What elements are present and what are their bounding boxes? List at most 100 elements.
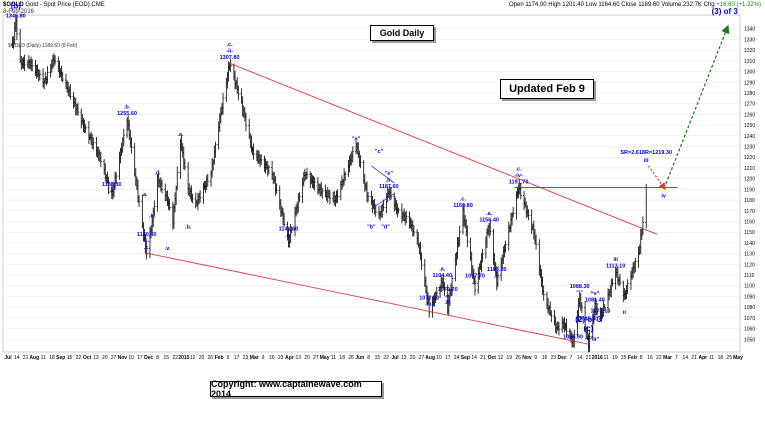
y-tick-label: 1190 — [744, 187, 755, 193]
wave-label: (3) of 3 — [712, 7, 739, 16]
updated-note: Updated Feb 9 — [500, 79, 594, 99]
x-tick-label: 22 — [76, 355, 82, 361]
x-tick-label: 10 — [128, 355, 134, 361]
x-tick-label: Feb — [215, 355, 224, 361]
x-tick-label: 20 — [199, 355, 205, 361]
wave-label: .b. — [185, 224, 192, 230]
wave-label: -iv- — [514, 173, 522, 179]
open-value: 1174.00 — [525, 2, 547, 8]
x-tick-label: 11 — [331, 355, 336, 361]
x-tick-label: Nov — [522, 355, 532, 361]
wave-label: .b. — [124, 105, 131, 111]
x-tick-label: 17 — [137, 355, 143, 361]
wave-label: -v- — [585, 336, 592, 342]
wave-label: 1255.60 — [117, 111, 137, 117]
x-tick-label: 8 — [156, 355, 159, 361]
x-tick-label: 26 — [348, 355, 354, 361]
x-tick-label: 18 — [49, 355, 55, 361]
y-tick-label: 1150 — [744, 230, 755, 236]
wave-label: iii — [644, 158, 649, 164]
x-tick-label: 7 — [570, 355, 573, 361]
x-tick-label: 11 — [709, 355, 714, 361]
x-tick-label: 13 — [401, 355, 407, 361]
wave-label: .b. — [386, 177, 393, 183]
wave-label: "e" — [385, 171, 394, 177]
wave-label: 1079.20 — [438, 287, 458, 293]
wave-label: ^v^ — [590, 291, 600, 297]
y-tick-label: 1260 — [744, 112, 755, 118]
close-value: 1189.60 — [638, 2, 660, 8]
wedge-line-b — [371, 193, 395, 209]
x-tick-label: 2015 — [178, 355, 189, 361]
wave-label: 1113.10 — [606, 264, 625, 270]
wave-label: ii — [623, 310, 627, 316]
x-tick-label: 9 — [534, 355, 537, 361]
x-tick-label: Dec — [558, 355, 567, 361]
wave-label: 1071.10 — [590, 309, 610, 315]
x-tick-label: 2016 — [592, 355, 603, 361]
low-label: Low — [585, 2, 597, 8]
y-tick-label: 1290 — [744, 80, 755, 86]
wave-label: .b. — [494, 274, 501, 280]
wave-label: -iii- — [425, 302, 433, 308]
x-tick-label: 13 — [93, 355, 99, 361]
x-tick-label: 22 — [383, 355, 389, 361]
y-tick-label: 1320 — [744, 48, 755, 54]
x-tick-label: 14 — [682, 355, 688, 361]
wave-label: .a. — [285, 233, 292, 239]
wave-label: .c. — [155, 171, 162, 177]
wedge-line-c — [371, 165, 395, 184]
y-tick-label: 1250 — [744, 123, 755, 129]
wave-label: 1183.30 — [102, 182, 122, 188]
wave-label: 1187.60 — [379, 184, 399, 190]
wave-label: (2) of 3 — [575, 315, 602, 324]
x-tick-label: 17 — [234, 355, 240, 361]
x-tick-label: Jul — [4, 355, 12, 361]
symbol-line: $GOLD Gold - Spot Price (EOD) CME — [3, 2, 105, 8]
x-tick-label: 18 — [339, 355, 345, 361]
wave-label: SR=2.618R=1219.30 — [620, 150, 672, 156]
wave-label: 1141.60 — [279, 227, 299, 233]
x-tick-label: 17 — [445, 355, 451, 361]
x-tick-label: 11 — [41, 355, 46, 361]
x-tick-label: Sep — [56, 355, 65, 361]
high-label: High — [548, 2, 561, 8]
x-tick-label: 21 — [480, 355, 486, 361]
x-tick-label: Mar — [250, 355, 259, 361]
wave-label: 1104.40 — [432, 273, 452, 279]
x-tick-label: 14 — [471, 355, 477, 361]
y-tick-label: 1300 — [744, 70, 755, 76]
y-tick-label: 1180 — [744, 198, 755, 204]
x-tick-label: 21 — [23, 355, 29, 361]
chg-label: Chg — [703, 2, 715, 8]
wave-label: .a. — [177, 132, 184, 138]
x-tick-label: 24 — [454, 355, 460, 361]
y-tick-label: 1050 — [744, 337, 755, 343]
x-tick-label: 13 — [295, 355, 301, 361]
wave-label: 1156.40 — [479, 217, 499, 223]
wave-label: (b) — [11, 1, 22, 10]
pullback-arrow — [647, 165, 666, 191]
low-value: 1164.60 — [598, 2, 620, 8]
x-tick-label: 25 — [726, 355, 732, 361]
y-tick-label: 1090 — [744, 294, 755, 300]
y-tick-label: 1330 — [744, 37, 755, 43]
wave-label: .a. — [141, 192, 148, 198]
wave-label: "d" — [381, 224, 390, 230]
chg-value: +16.60 (+1.32%) — [716, 2, 761, 8]
open-label: Open — [509, 2, 524, 8]
x-tick-label: Mar — [663, 355, 672, 361]
x-tick-label: 20 — [304, 355, 310, 361]
x-tick-label: 19 — [612, 355, 618, 361]
x-tick-label: 8 — [640, 355, 643, 361]
x-tick-label: 16 — [542, 355, 548, 361]
wave-label: .c. — [516, 167, 523, 173]
x-tick-label: 12 — [190, 355, 196, 361]
x-tick-label: 23 — [243, 355, 249, 361]
y-tick-label: 1270 — [744, 102, 755, 108]
y-tick-label: 1310 — [744, 59, 755, 65]
y-tick-label: 1100 — [744, 284, 755, 290]
y-tick-label: 1230 — [744, 145, 755, 151]
